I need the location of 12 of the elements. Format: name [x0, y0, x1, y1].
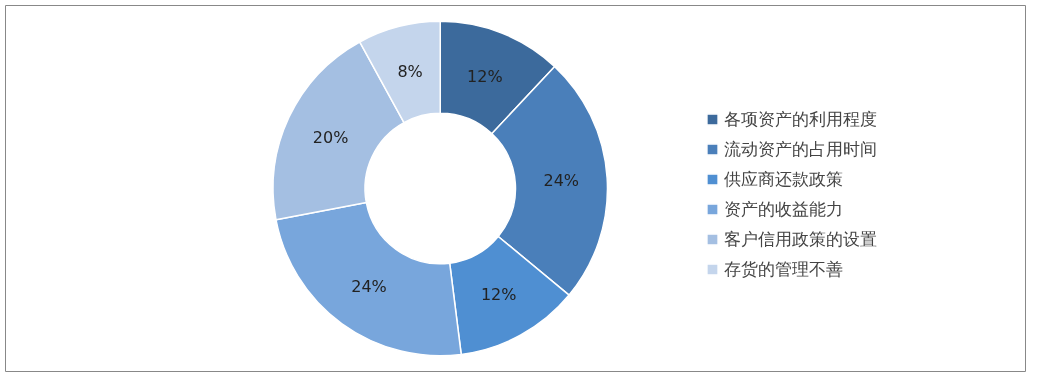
legend-label: 流动资产的占用时间	[724, 138, 877, 161]
data-label: 24%	[543, 171, 580, 191]
legend-label: 资产的收益能力	[724, 198, 843, 221]
legend-label: 各项资产的利用程度	[724, 108, 877, 131]
data-label: 24%	[351, 276, 387, 296]
legend-label: 存货的管理不善	[724, 258, 843, 281]
data-label: 12%	[467, 66, 503, 86]
data-label: 12%	[480, 284, 517, 304]
data-label: 20%	[312, 127, 349, 147]
data-label: 8%	[397, 62, 423, 82]
legend-label: 客户信用政策的设置	[724, 228, 877, 251]
legend-label: 供应商还款政策	[724, 168, 843, 191]
